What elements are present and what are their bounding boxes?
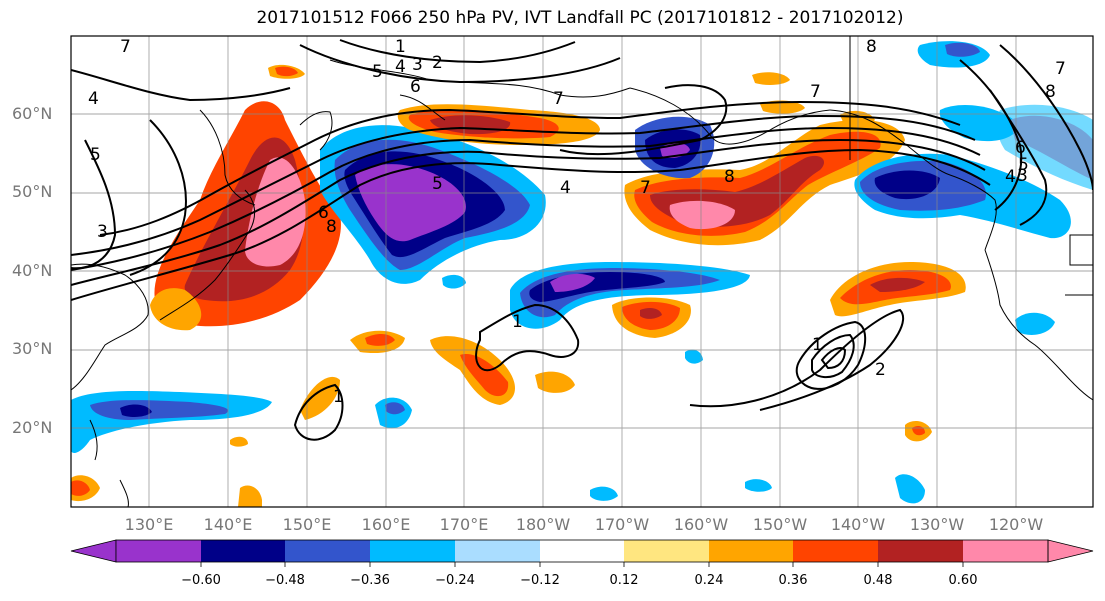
- contour-label: 1: [333, 387, 344, 407]
- colorbar-swatch: [201, 540, 285, 562]
- contour-label: 7: [120, 37, 131, 57]
- colorbar-swatch: [455, 540, 540, 562]
- contour-label: 6: [410, 77, 421, 97]
- contour-label: 8: [1045, 82, 1056, 102]
- lat-label: 50°N: [12, 182, 53, 201]
- contour-label: 8: [866, 37, 877, 57]
- contour-label: 2: [432, 53, 443, 73]
- colorbar-extend-low: [70, 539, 117, 563]
- contour-label: 7: [640, 178, 651, 198]
- contour-label: 4: [395, 57, 406, 77]
- contour-label: 4: [88, 89, 99, 109]
- contour-label: 7: [1055, 59, 1066, 79]
- lon-label: 130°E: [124, 515, 174, 534]
- colorbar-tick-label: −0.12: [520, 573, 560, 588]
- lon-label: 160°W: [673, 515, 729, 534]
- colorbar-tick-label: −0.60: [181, 573, 221, 588]
- colorbar-frame: [115, 539, 1049, 563]
- colorbar-tick-label: −0.24: [435, 573, 475, 588]
- contour-label: 7: [553, 89, 564, 109]
- contour-label: 6: [318, 203, 329, 223]
- lon-label: 130°W: [909, 515, 965, 534]
- contour-label: 6: [1015, 138, 1026, 158]
- lon-label: 170°W: [594, 515, 650, 534]
- contour-label: 5: [90, 145, 101, 165]
- map-frame: [70, 35, 1094, 508]
- lat-label: 20°N: [12, 418, 53, 437]
- colorbar-swatch: [540, 540, 624, 562]
- contour-label: 8: [724, 167, 735, 187]
- colorbar-tick-label: 0.12: [609, 573, 639, 588]
- lon-label: 160°E: [361, 515, 411, 534]
- colorbar-tick-label: −0.36: [350, 573, 390, 588]
- colorbar: [70, 539, 1094, 567]
- contour-label: 5: [1018, 155, 1029, 175]
- contour-label: 2: [875, 360, 886, 380]
- lon-label: 170°E: [439, 515, 489, 534]
- contour-label: 7: [810, 82, 821, 102]
- contour-label: 5: [432, 174, 443, 194]
- colorbar-swatch: [878, 540, 963, 562]
- gridlines: [71, 36, 1093, 507]
- contour-label: 4: [1005, 167, 1016, 187]
- lon-label: 180°W: [515, 515, 571, 534]
- contour-label: 3: [1017, 166, 1028, 186]
- contour-labels: 7 1 5 4 3 2 6 7 8 7 8 4 5 3 5 6 8 5 4 7 …: [88, 37, 1066, 407]
- colorbar-tick-label: 0.60: [948, 573, 978, 588]
- colorbar-swatch: [116, 540, 201, 562]
- contour-label: 4: [560, 178, 571, 198]
- lon-label: 150°W: [752, 515, 808, 534]
- lat-label: 60°N: [12, 104, 53, 123]
- lon-label: 140°E: [203, 515, 253, 534]
- colorbar-swatch: [793, 540, 878, 562]
- colorbar-tick-label: −0.48: [265, 573, 305, 588]
- contour-label: 1: [395, 37, 406, 57]
- lon-label: 140°W: [830, 515, 886, 534]
- colorbar-tick-label: 0.36: [778, 573, 808, 588]
- colorbar-tick-label: 0.24: [694, 573, 724, 588]
- lat-label: 30°N: [12, 339, 53, 358]
- contour-label: 1: [812, 335, 823, 355]
- colorbar-swatch: [624, 540, 709, 562]
- contour-label: 1: [512, 312, 523, 332]
- contour-label: 8: [326, 217, 337, 237]
- map-title: 2017101512 F066 250 hPa PV, IVT Landfall…: [256, 8, 904, 28]
- contour-label: 3: [97, 222, 108, 242]
- lon-label: 150°E: [282, 515, 332, 534]
- contour-label: 5: [372, 62, 383, 82]
- lat-label: 40°N: [12, 261, 53, 280]
- colorbar-swatch: [963, 540, 1048, 562]
- colorbar-extend-high: [1047, 539, 1094, 563]
- contour-label: 3: [412, 55, 423, 75]
- colorbar-swatch: [285, 540, 370, 562]
- colorbar-swatch: [709, 540, 793, 562]
- lon-label: 120°W: [988, 515, 1044, 534]
- colorbar-tick-label: 0.48: [863, 573, 893, 588]
- colorbar-swatch: [370, 540, 455, 562]
- pv-contours: [71, 39, 1093, 441]
